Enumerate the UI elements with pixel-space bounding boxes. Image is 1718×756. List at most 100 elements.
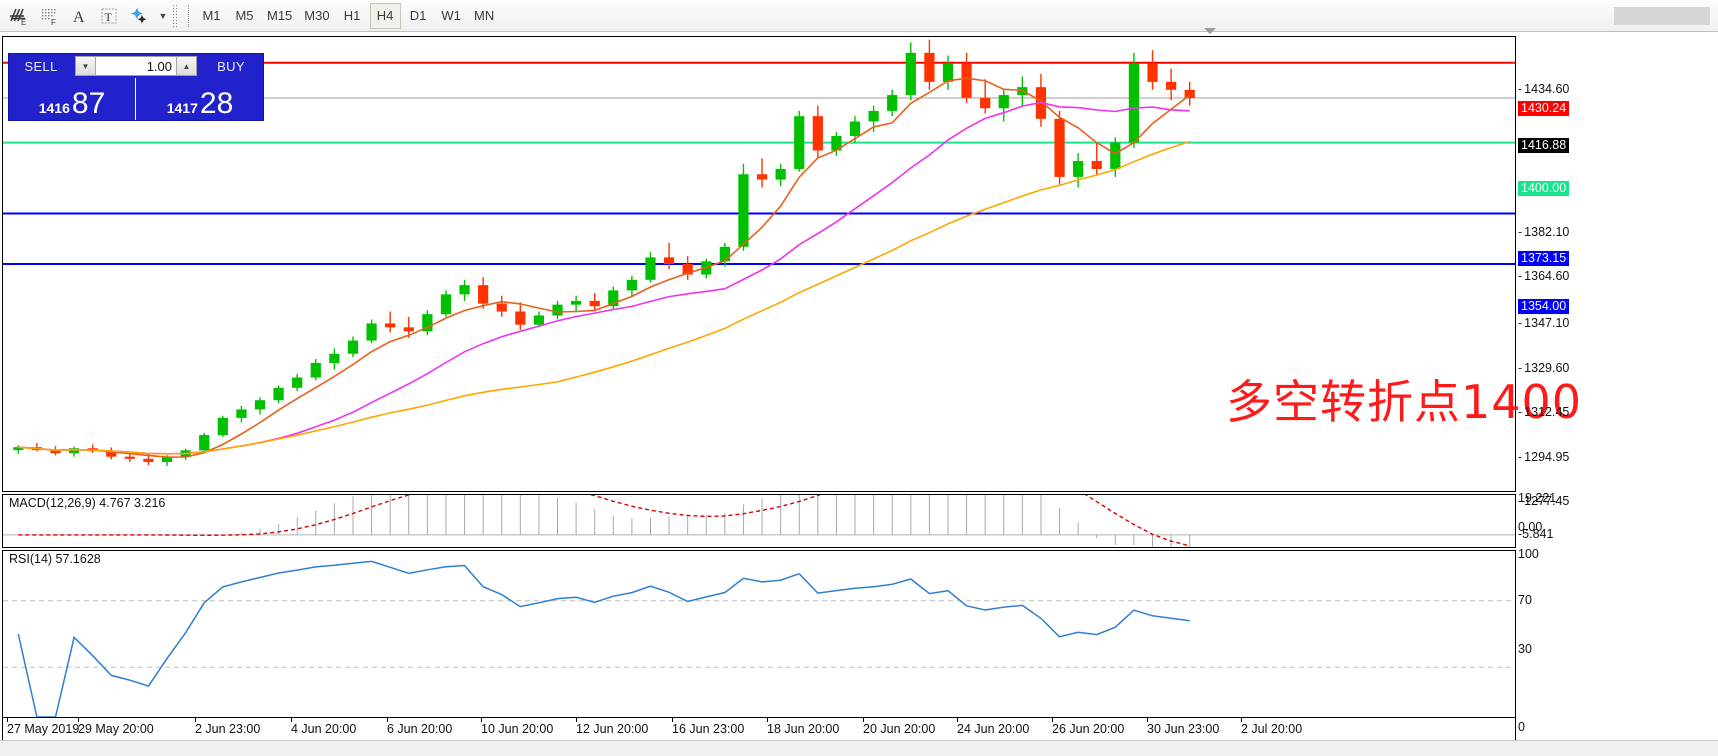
- volume-value[interactable]: 1.00: [146, 58, 172, 74]
- text-tool-icon[interactable]: A: [64, 2, 94, 30]
- time-tick: [7, 718, 8, 722]
- time-label: 18 Jun 20:00: [767, 722, 840, 736]
- rsi-label: RSI(14) 57.1628: [7, 552, 103, 566]
- macd-tick--5.841: -5.841: [1518, 527, 1554, 541]
- svg-text:A: A: [73, 9, 85, 26]
- indicators-icon[interactable]: E: [4, 2, 34, 30]
- chart-annotation-text: 多空转折点1400: [1226, 375, 1583, 429]
- time-label: 29 May 20:00: [78, 722, 154, 736]
- price-axis[interactable]: -1434.60 1430.24 1416.88 1400.00 -1382.10 137…: [1518, 36, 1716, 507]
- macd-axis: 19.221 0.00 -5.841: [1518, 491, 1716, 548]
- time-label: 27 May 2019: [7, 722, 80, 736]
- rsi-pane[interactable]: RSI(14) 57.1628: [2, 550, 1516, 718]
- time-tick: [1052, 718, 1053, 722]
- time-label: 10 Jun 20:00: [481, 722, 554, 736]
- timeframe-m30[interactable]: M30: [304, 8, 330, 23]
- toolbar-placeholder-box: [1614, 6, 1710, 25]
- volume-increment-icon[interactable]: ▲: [176, 57, 196, 75]
- timeframe-m15[interactable]: M15: [267, 8, 293, 23]
- price-tick-1382.10: -1382.10: [1518, 225, 1570, 239]
- main-toolbar: E F A: [0, 0, 1718, 32]
- time-axis[interactable]: 27 May 2019 29 May 20:00 2 Jun 23:00 4 Jun …: [2, 718, 1516, 740]
- objects-dropdown-caret[interactable]: ▼: [158, 10, 168, 21]
- timeframe-h4[interactable]: H4: [369, 2, 401, 29]
- price-tick-1373.15[interactable]: 1373.15: [1518, 251, 1570, 266]
- time-tick: [291, 718, 292, 722]
- timeframe-group: M1 M5 M15 M30 H1 H4 D1 W1 MN: [195, 2, 501, 29]
- timeframe-w1[interactable]: W1: [441, 8, 461, 23]
- trade-panel-divider: [135, 78, 137, 120]
- svg-text:F: F: [51, 18, 56, 27]
- macd-pane[interactable]: MACD(12,26,9) 4.767 3.216: [2, 494, 1516, 548]
- grid-icon[interactable]: F: [34, 2, 64, 30]
- macd-label: MACD(12,26,9) 4.767 3.216: [7, 496, 168, 510]
- chart-collapse-caret-icon[interactable]: [1204, 28, 1216, 34]
- time-tick: [1147, 718, 1148, 722]
- status-bar: [0, 740, 1718, 756]
- rsi-tick-100: 100: [1518, 547, 1539, 561]
- time-label: 12 Jun 20:00: [576, 722, 649, 736]
- objects-icon[interactable]: [124, 2, 154, 30]
- volume-decrement-icon[interactable]: ▼: [76, 57, 96, 75]
- time-tick: [957, 718, 958, 722]
- time-tick: [78, 718, 79, 722]
- time-label: 4 Jun 20:00: [291, 722, 357, 736]
- timeframe-m1[interactable]: M1: [202, 8, 221, 23]
- time-label: 2 Jul 20:00: [1241, 722, 1303, 736]
- time-label: 30 Jun 23:00: [1147, 722, 1220, 736]
- time-label: 20 Jun 20:00: [863, 722, 936, 736]
- time-tick: [481, 718, 482, 722]
- rsi-axis: 100 70 30: [1518, 547, 1716, 718]
- trade-panel-prices: 1416 87 1417 28: [9, 78, 263, 120]
- sell-button-label[interactable]: SELL: [24, 58, 58, 74]
- macd-tick-19.221: 19.221: [1518, 491, 1557, 505]
- toolbar-drag-handle[interactable]: [172, 3, 178, 28]
- time-tick: [387, 718, 388, 722]
- label-tool-icon[interactable]: T: [94, 2, 124, 30]
- price-tick-1364.60: -1364.60: [1518, 269, 1570, 283]
- rsi-tick-30: 30: [1518, 642, 1532, 656]
- price-tick-1347.10: -1347.10: [1518, 316, 1570, 330]
- price-tick-1434.60: -1434.60: [1518, 82, 1570, 96]
- timeframe-d1[interactable]: D1: [409, 8, 427, 23]
- time-tick: [576, 718, 577, 722]
- time-label: 26 Jun 20:00: [1052, 722, 1125, 736]
- trade-panel-controls: SELL ▼ 1.00 ▲ BUY: [9, 54, 263, 78]
- timeframe-mn[interactable]: MN: [473, 8, 495, 23]
- macd-tick-0.00: 0.00: [1518, 520, 1543, 534]
- price-tick-1294.95: -1294.95: [1518, 450, 1570, 464]
- price-tick-1277.45: -1277.45: [1518, 494, 1570, 508]
- svg-text:T: T: [105, 10, 113, 24]
- buy-button-label[interactable]: BUY: [217, 58, 245, 74]
- price-tick-1430.24[interactable]: 1430.24: [1518, 101, 1570, 116]
- one-click-trading-panel[interactable]: SELL ▼ 1.00 ▲ BUY 1416 87 1417 28: [8, 53, 264, 121]
- price-tick-1400.00[interactable]: 1400.00: [1518, 181, 1570, 196]
- rsi-tick-70: 70: [1518, 593, 1532, 607]
- buy-price-integer: 1417: [166, 100, 198, 116]
- buy-price-decimal: 28: [199, 87, 234, 120]
- buy-price-button[interactable]: 1417 28: [137, 78, 263, 120]
- time-tick: [672, 718, 673, 722]
- price-tick-1354.00[interactable]: 1354.00: [1518, 299, 1570, 314]
- sell-price-button[interactable]: 1416 87: [9, 78, 135, 120]
- svg-text:E: E: [21, 18, 26, 27]
- time-tick: [195, 718, 196, 722]
- time-label: 2 Jun 23:00: [195, 722, 261, 736]
- price-tick-1329.60: -1329.60: [1518, 361, 1570, 375]
- timeframe-m5[interactable]: M5: [235, 8, 254, 23]
- timeframe-h1[interactable]: H1: [343, 8, 361, 23]
- time-tick: [1241, 718, 1242, 722]
- sell-price-integer: 1416: [38, 100, 70, 116]
- price-tick-1416.88[interactable]: 1416.88: [1518, 138, 1570, 153]
- time-tick: [863, 718, 864, 722]
- macd-canvas: [3, 495, 1515, 547]
- time-axis-zero-label: 0: [1518, 720, 1525, 734]
- rsi-canvas: [3, 560, 1515, 717]
- toolbar-separator: [188, 4, 189, 27]
- volume-stepper[interactable]: ▼ 1.00 ▲: [75, 56, 197, 76]
- sell-price-decimal: 87: [71, 87, 106, 120]
- time-tick: [767, 718, 768, 722]
- price-tick-1312.45: -1312.45: [1518, 405, 1570, 419]
- time-label: 24 Jun 20:00: [957, 722, 1030, 736]
